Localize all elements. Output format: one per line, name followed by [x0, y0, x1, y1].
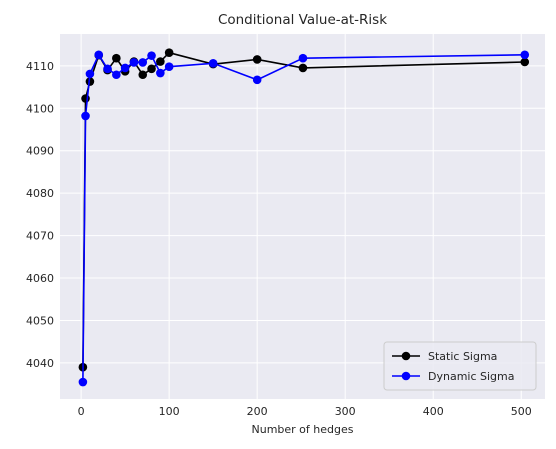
y-tick-label: 4090: [26, 145, 54, 158]
data-point: [85, 69, 95, 79]
data-point: [129, 58, 139, 67]
x-tick-label: 500: [511, 405, 532, 418]
y-tick-label: 4110: [26, 60, 54, 73]
series-dynamic-sigma: [78, 50, 530, 387]
chart-title: Conditional Value-at-Risk: [218, 12, 387, 28]
legend-box: [383, 341, 537, 391]
data-point: [147, 64, 156, 74]
data-point: [81, 94, 90, 103]
data-point: [298, 63, 308, 73]
data-point: [112, 53, 121, 63]
legend-swatch-marker: [401, 371, 411, 381]
series-layer: [78, 48, 530, 387]
x-tick-label: 300: [335, 405, 356, 418]
legend-entry-label: Static Sigma: [428, 350, 497, 363]
x-tick-label: 400: [423, 405, 444, 418]
data-point: [252, 55, 262, 64]
data-point: [520, 57, 530, 67]
data-point: [120, 63, 130, 73]
data-point: [138, 58, 148, 67]
data-point: [94, 50, 104, 60]
data-point: [156, 57, 165, 66]
data-point: [78, 377, 88, 387]
y-tick-label: 4040: [26, 357, 54, 370]
legend-entry-label: Dynamic Sigma: [428, 370, 515, 383]
series-line: [82, 53, 525, 383]
tick-labels: 0 100 200 300 400 500 4040 4050 4060 4070 4080 4090…: [26, 60, 532, 418]
legend: Static Sigma Dynamic Sigma: [383, 341, 537, 391]
y-tick-label: 4060: [26, 272, 54, 285]
y-tick-label: 4050: [26, 314, 54, 327]
data-point: [164, 48, 174, 57]
series-line: [82, 51, 525, 368]
y-tick-label: 4070: [26, 230, 54, 243]
x-tick-label: 200: [247, 405, 268, 418]
x-tick-label: 100: [159, 405, 180, 418]
data-point: [103, 64, 112, 74]
data-point: [81, 111, 90, 121]
data-point: [156, 68, 165, 78]
y-tick-label: 4100: [26, 102, 54, 115]
y-tick-label: 4080: [26, 187, 54, 200]
data-point: [147, 51, 156, 60]
data-point: [138, 70, 148, 80]
x-tick-label: 0: [78, 405, 85, 418]
data-point: [520, 50, 530, 60]
data-point: [164, 62, 174, 71]
legend-swatch-marker: [401, 351, 411, 361]
data-point: [112, 70, 121, 80]
data-point: [252, 75, 262, 85]
plot-area: [60, 34, 545, 399]
x-axis-label: Number of hedges: [252, 423, 354, 436]
data-point: [208, 58, 218, 68]
data-point: [298, 53, 308, 63]
